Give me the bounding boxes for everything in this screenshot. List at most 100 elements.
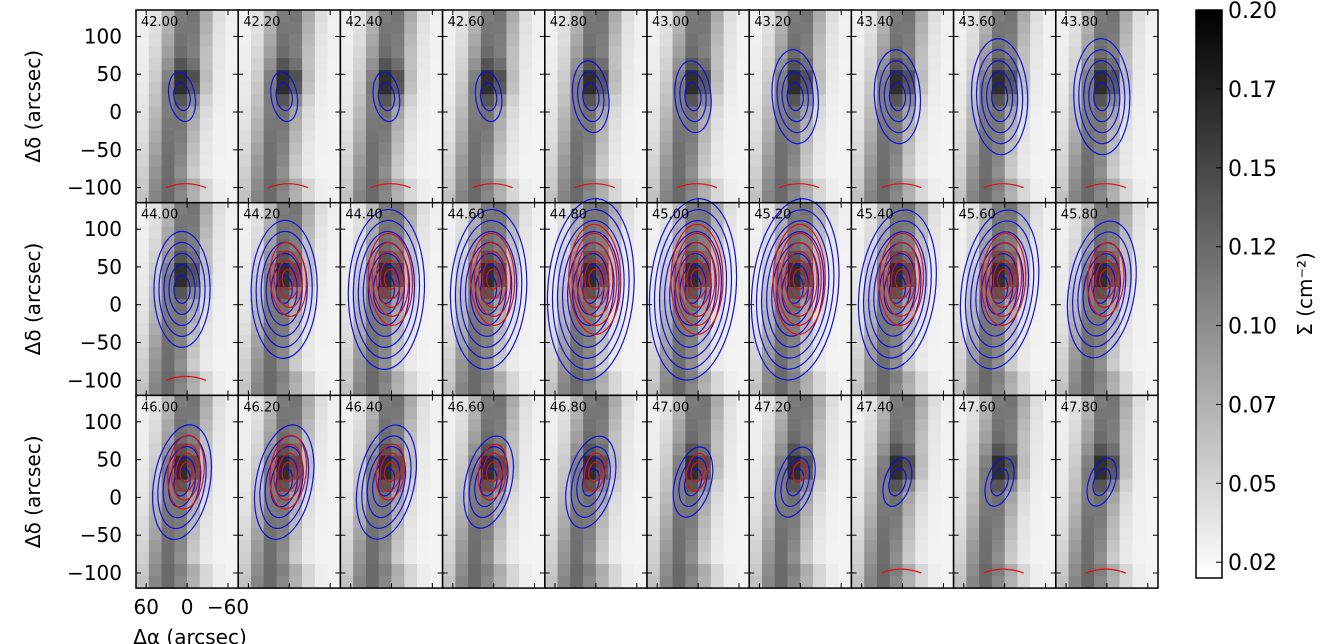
- pixel-cell: [915, 491, 929, 505]
- pixel-cell: [1004, 443, 1019, 457]
- pixel-cell: [1004, 515, 1019, 529]
- pixel-cell: [1030, 118, 1044, 132]
- pixel-cell: [225, 299, 239, 312]
- pixel-cell: [876, 22, 891, 35]
- pixel-cell: [1017, 443, 1031, 457]
- pixel-cell: [915, 178, 929, 192]
- pixel-cell: [1119, 82, 1134, 95]
- pixel-cell: [1004, 22, 1019, 35]
- pixel-cell: [238, 142, 252, 156]
- pixel-cell: [455, 576, 469, 589]
- pixel-cell: [1068, 551, 1082, 565]
- pixel-cell: [429, 576, 444, 589]
- y-axis-title: Δδ (arcsec): [21, 243, 45, 356]
- pixel-cell: [1119, 359, 1134, 372]
- pixel-cell: [1132, 94, 1146, 107]
- pixel-cell: [787, 515, 801, 529]
- pixel-cell: [174, 287, 188, 300]
- pixel-cell: [468, 443, 482, 457]
- pixel-cell: [276, 347, 290, 360]
- pixel-cell: [302, 503, 316, 517]
- red-contour: [894, 268, 909, 290]
- pixel-cell: [634, 250, 648, 264]
- pixel-cell: [442, 419, 456, 433]
- pixel-cell: [608, 238, 623, 252]
- pixel-cell: [532, 166, 546, 180]
- panel-label: 44.80: [550, 208, 587, 223]
- pixel-cell: [493, 118, 508, 132]
- pixel-cell: [838, 479, 853, 493]
- pixel-cell: [953, 576, 967, 589]
- panel-label: 43.80: [1061, 15, 1098, 30]
- pixel-cell: [1132, 46, 1146, 59]
- pixel-cell: [378, 467, 393, 481]
- pixel-cell: [289, 226, 303, 240]
- pixel-cell: [928, 202, 942, 216]
- pixel-cell: [570, 154, 584, 168]
- pixel-cell: [365, 383, 380, 396]
- pixel-cell: [1145, 515, 1159, 529]
- pixel-cell: [225, 419, 239, 433]
- pixel-cell: [915, 527, 929, 541]
- pixel-cell: [621, 22, 635, 35]
- pixel-cell: [698, 166, 712, 180]
- pixel-cell: [864, 118, 878, 132]
- pixel-cell: [991, 443, 1006, 457]
- pixel-cell: [647, 22, 661, 35]
- pixel-cell: [813, 503, 827, 517]
- pixel-cell: [1030, 202, 1044, 216]
- colorbar: 0.200.170.150.120.100.070.050.02Σ (cm⁻²): [1195, 0, 1317, 579]
- pixel-cell: [761, 274, 776, 288]
- x-tick-label: −60: [207, 595, 249, 619]
- pixel-cell: [902, 467, 916, 481]
- pixel-cell: [1068, 190, 1082, 204]
- pixel-cell: [289, 46, 303, 59]
- pixel-cell: [442, 70, 456, 83]
- pixel-cell: [544, 82, 559, 95]
- pixel-cell: [736, 467, 750, 481]
- pixel-cell: [314, 539, 329, 553]
- pixel-cell: [621, 46, 635, 59]
- pixel-cell: [404, 178, 418, 192]
- pixel-cell: [659, 118, 674, 132]
- pixel-cell: [710, 455, 725, 469]
- pixel-cell: [1106, 576, 1121, 589]
- pixel-cell: [940, 515, 955, 529]
- pixel-cell: [519, 431, 533, 445]
- pixel-cell: [391, 70, 405, 83]
- pixel-cell: [289, 178, 303, 192]
- pixel-cell: [991, 419, 1006, 433]
- pixel-cell: [723, 178, 738, 192]
- pixel-cell: [1106, 178, 1121, 192]
- pixel-cell: [250, 130, 265, 144]
- pixel-cell: [902, 166, 916, 180]
- pixel-cell: [289, 130, 303, 144]
- pixel-cell: [1119, 166, 1134, 180]
- pixel-cell: [621, 503, 635, 517]
- pixel-cell: [391, 202, 405, 216]
- colorbar-tick-label: 0.20: [1228, 0, 1277, 24]
- red-contour: [784, 250, 814, 308]
- pixel-cell: [953, 190, 967, 204]
- pixel-cell: [647, 154, 661, 168]
- pixel-cell: [813, 178, 827, 192]
- pixel-cell: [966, 576, 980, 589]
- pixel-cell: [378, 130, 393, 144]
- pixel-cell: [519, 564, 533, 577]
- blue-contour: [347, 208, 426, 370]
- pixel-cell: [876, 190, 891, 204]
- pixel-cell: [1055, 262, 1070, 276]
- pixel-cell: [174, 539, 188, 553]
- pixel-cell: [238, 34, 252, 47]
- blue-contour: [664, 230, 722, 348]
- pixel-cell: [1145, 419, 1159, 433]
- pixel-cell: [519, 335, 533, 348]
- pixel-cell: [685, 515, 699, 529]
- pixel-cell: [659, 503, 674, 517]
- pixel-cell: [353, 371, 367, 384]
- pixel-cell: [685, 431, 699, 445]
- column-density-image: [340, 395, 444, 589]
- pixel-cell: [519, 142, 533, 156]
- pixel-cell: [225, 311, 239, 324]
- pixel-cell: [838, 106, 853, 119]
